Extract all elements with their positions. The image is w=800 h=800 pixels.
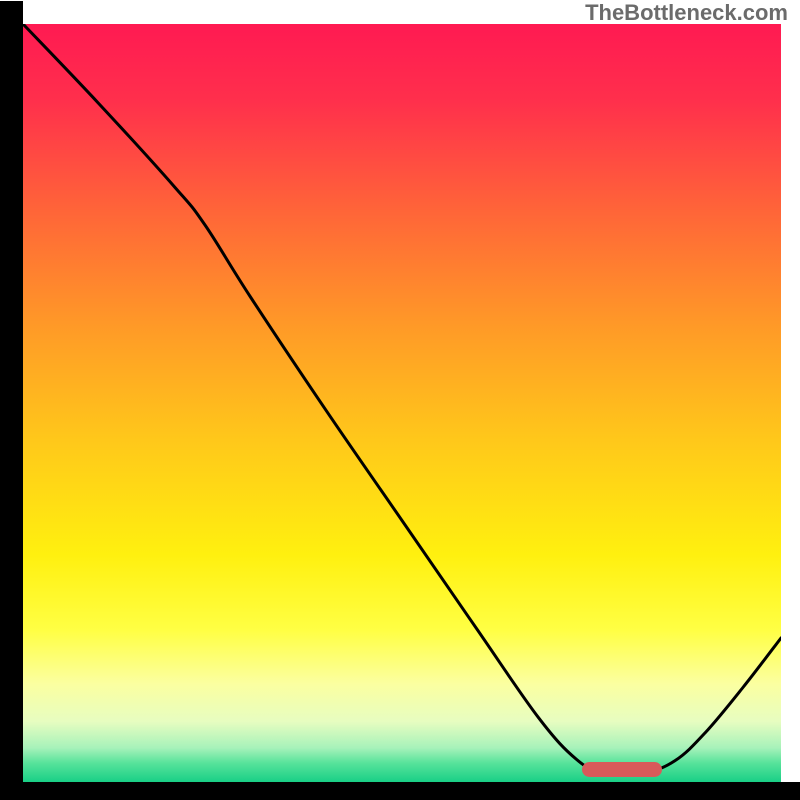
y-axis-border xyxy=(0,1,23,800)
watermark-text: TheBottleneck.com xyxy=(585,0,788,26)
chart-container: TheBottleneck.com xyxy=(0,0,800,800)
performance-curve xyxy=(23,24,781,782)
optimal-range-marker xyxy=(582,762,662,777)
x-axis-border xyxy=(0,782,800,800)
plot-area xyxy=(23,24,781,782)
